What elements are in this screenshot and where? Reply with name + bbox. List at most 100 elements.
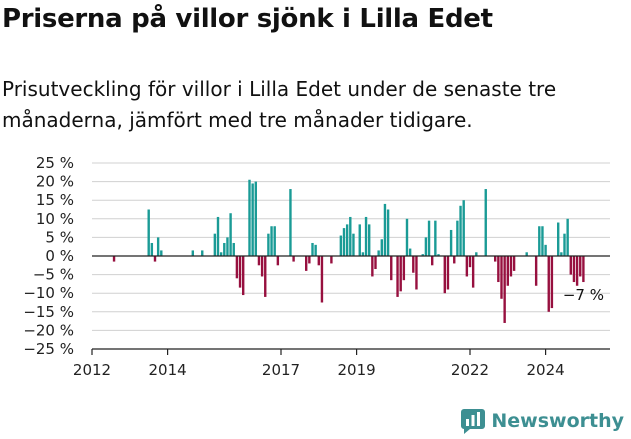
bar-positive <box>563 233 566 256</box>
bar-positive <box>213 233 217 256</box>
y-tick-label: −5 % <box>33 266 74 284</box>
bar-positive <box>525 252 528 256</box>
bars <box>92 179 610 323</box>
bar-positive <box>459 205 462 256</box>
bar-negative <box>446 256 450 290</box>
bar-negative <box>506 256 509 286</box>
bar-positive <box>560 252 563 256</box>
bar-positive <box>270 226 273 256</box>
bar-positive <box>216 216 220 256</box>
bar-negative <box>550 256 554 309</box>
bar-positive <box>147 209 150 256</box>
y-tick-label: −15 % <box>23 303 74 321</box>
bar-positive <box>361 252 365 256</box>
bar-negative <box>235 256 239 279</box>
bar-negative <box>264 256 267 297</box>
bar-negative <box>471 256 475 288</box>
bar-negative <box>497 256 500 283</box>
bar-negative <box>399 256 402 292</box>
bar-negative <box>242 256 245 296</box>
bar-negative <box>320 256 324 303</box>
bar-negative <box>468 256 472 268</box>
bar-positive <box>223 242 226 256</box>
y-tick-label: 20 % <box>36 173 74 191</box>
y-tick-label: 0 % <box>45 247 74 265</box>
bar-positive <box>475 252 478 256</box>
bar-negative <box>579 256 582 277</box>
bar-negative <box>317 256 320 266</box>
bar-negative <box>572 256 576 283</box>
bar-negative <box>238 256 242 288</box>
bar-negative <box>415 256 418 290</box>
bar-negative <box>292 256 295 262</box>
bar-negative <box>112 256 116 262</box>
y-axis: 25 %20 %15 %10 %5 %0 %−5 %−10 %−15 %−20 … <box>23 154 74 358</box>
bar-positive <box>421 254 424 256</box>
annotations: −7 % <box>563 286 604 304</box>
bar-negative <box>330 256 333 264</box>
y-tick-label: 5 % <box>45 228 74 246</box>
bar-positive <box>566 218 569 256</box>
bar-negative <box>371 256 374 277</box>
x-tick-label: 2022 <box>451 361 489 379</box>
bar-negative <box>494 256 497 262</box>
bar-negative <box>276 256 280 266</box>
bar-positive <box>352 233 355 256</box>
bar-positive <box>314 244 317 256</box>
bar-positive <box>427 220 431 256</box>
bar-negative <box>257 256 261 266</box>
bar-positive <box>408 248 412 256</box>
bar-positive <box>368 224 371 256</box>
bar-negative <box>412 256 415 273</box>
bar-positive <box>201 250 204 256</box>
bar-positive <box>254 181 257 256</box>
bar-negative <box>308 256 311 264</box>
newsworthy-logo-icon <box>461 409 486 434</box>
x-tick-label: 2024 <box>527 361 565 379</box>
bar-positive <box>345 224 349 256</box>
bar-negative <box>443 256 446 294</box>
bar-positive <box>358 224 361 256</box>
bar-positive <box>251 183 254 256</box>
brand-logo: Newsworthy <box>461 408 624 434</box>
bar-negative <box>503 256 506 323</box>
bar-positive <box>541 226 544 256</box>
last-value-label: −7 % <box>563 286 604 304</box>
bar-negative <box>547 256 550 312</box>
bar-negative <box>500 256 503 299</box>
bar-positive <box>377 250 380 256</box>
bar-positive <box>156 237 160 256</box>
bar-negative <box>374 256 377 270</box>
brand-name: Newsworthy <box>491 410 624 432</box>
bar-negative <box>582 256 585 283</box>
bar-positive <box>462 200 465 256</box>
y-tick-label: −20 % <box>23 321 74 339</box>
bar-positive <box>191 250 194 256</box>
bar-positive <box>311 242 314 256</box>
bar-positive <box>289 189 292 256</box>
y-tick-label: 15 % <box>36 191 74 209</box>
bar-positive <box>339 235 343 256</box>
bar-positive <box>273 226 276 256</box>
bar-positive <box>383 203 387 256</box>
bar-positive <box>150 242 154 256</box>
bar-positive <box>557 222 560 256</box>
bar-positive <box>456 220 459 256</box>
bar-negative <box>534 256 538 286</box>
x-tick-label: 2019 <box>338 361 376 379</box>
x-tick-label: 2017 <box>262 361 300 379</box>
bar-negative <box>569 256 572 275</box>
x-tick-label: 2012 <box>73 361 111 379</box>
bar-positive <box>538 226 541 256</box>
y-tick-label: 10 % <box>36 210 74 228</box>
bar-negative <box>465 256 469 277</box>
bar-positive <box>342 228 346 256</box>
bar-negative <box>390 256 393 281</box>
bar-positive <box>267 233 270 256</box>
bar-positive <box>544 244 547 256</box>
bar-positive <box>232 242 235 256</box>
bar-negative <box>512 256 516 271</box>
bar-negative <box>396 256 399 297</box>
bar-negative <box>305 256 308 271</box>
